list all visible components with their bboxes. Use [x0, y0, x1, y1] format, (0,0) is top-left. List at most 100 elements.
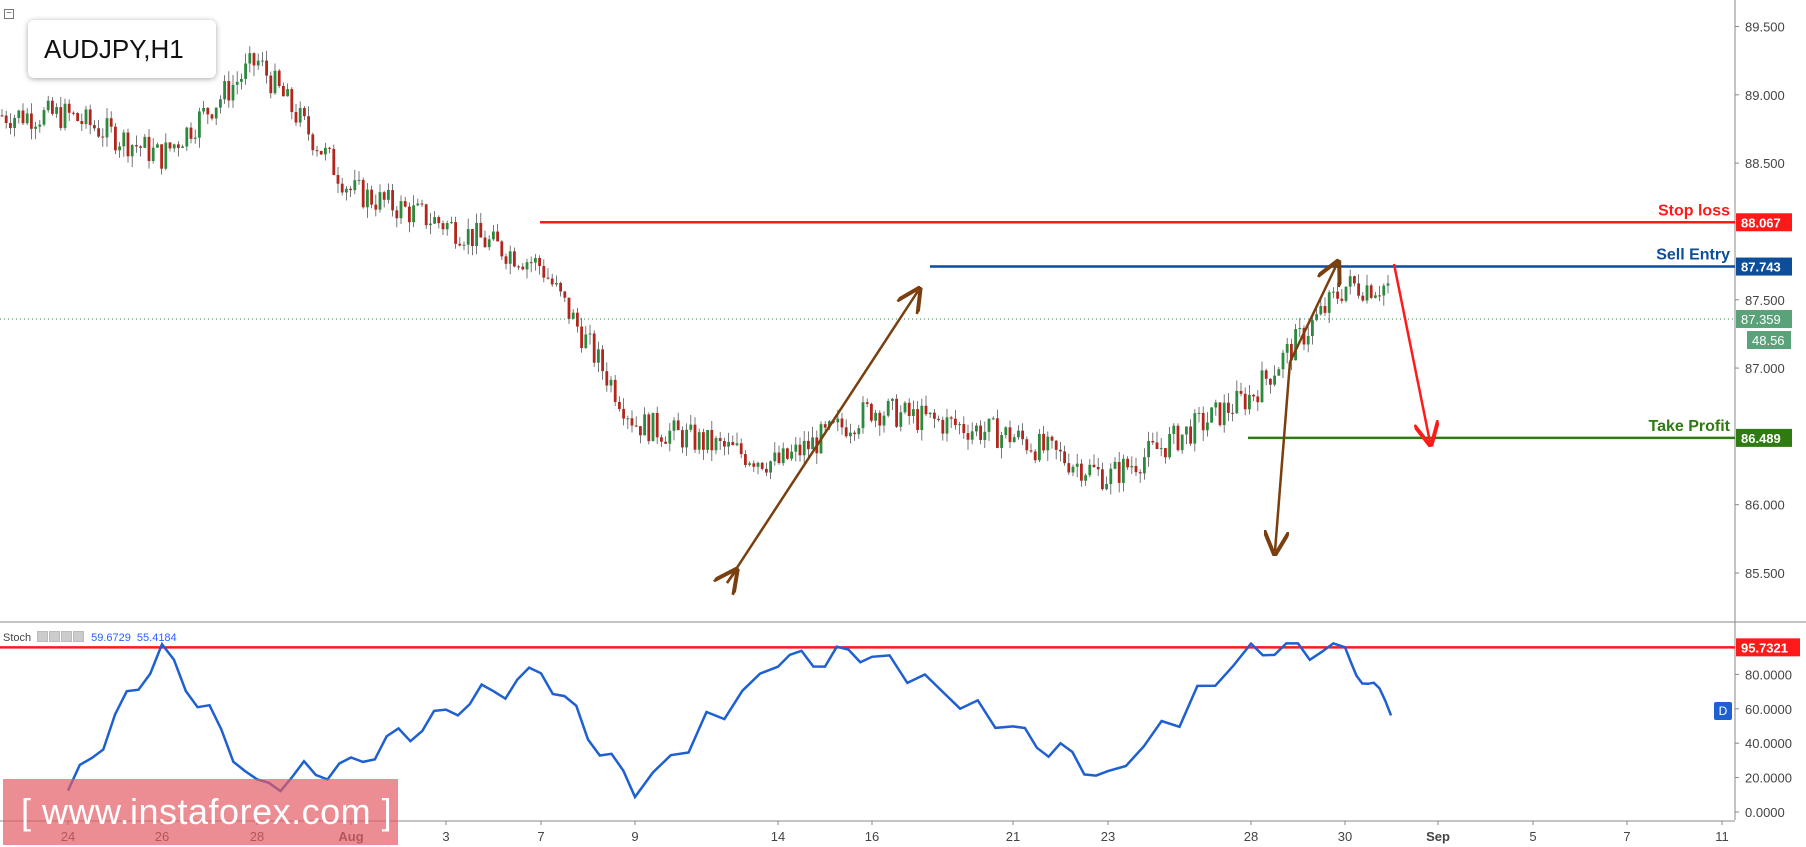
- candle-body: [1017, 430, 1020, 438]
- candle-body: [84, 109, 88, 124]
- candle-body: [349, 188, 352, 191]
- candle-body: [399, 201, 403, 219]
- candle-body: [420, 203, 424, 205]
- candle-body: [739, 443, 743, 455]
- candle-body: [765, 468, 768, 473]
- current-price-text: 87.359: [1741, 312, 1781, 327]
- candle-body: [622, 408, 625, 419]
- candle-body: [811, 437, 814, 450]
- candle-body: [1126, 458, 1129, 468]
- candle-body: [639, 426, 642, 436]
- candle-body: [1004, 427, 1008, 436]
- candle-body: [1197, 412, 1201, 414]
- candle-body: [907, 402, 911, 416]
- candle-body: [773, 452, 777, 462]
- candle-body: [412, 205, 415, 223]
- candle-body: [51, 100, 54, 114]
- candle-body: [1344, 286, 1348, 301]
- candle-body: [366, 189, 369, 208]
- candle-body: [697, 432, 701, 450]
- candle-body: [1201, 412, 1205, 431]
- candle-body: [319, 150, 323, 155]
- candle-body: [1084, 475, 1087, 481]
- candle-body: [807, 440, 810, 450]
- d-badge[interactable]: D: [1714, 702, 1732, 720]
- candle-body: [118, 146, 121, 151]
- candle-body: [126, 132, 130, 157]
- candle-body: [672, 420, 676, 431]
- candle-body: [395, 210, 399, 219]
- candle-body: [210, 114, 214, 119]
- x-tick-label: 11: [1715, 829, 1729, 844]
- candle-body: [269, 75, 273, 94]
- collapse-icon[interactable]: −: [4, 9, 14, 19]
- candle-body: [4, 115, 8, 123]
- candle-body: [681, 430, 684, 448]
- candle-body: [223, 81, 226, 100]
- candle-body: [1025, 439, 1029, 451]
- candle-body: [529, 262, 533, 264]
- candle-body: [685, 429, 688, 448]
- candle-body: [1193, 413, 1197, 444]
- candle-body: [1063, 451, 1066, 464]
- stoch-y-tick-label: 0.0000: [1745, 805, 1785, 820]
- candle-body: [790, 451, 793, 459]
- candle-body: [315, 150, 319, 152]
- candle-body: [1348, 276, 1352, 287]
- candle-body: [240, 78, 243, 82]
- symbol-text: AUDJPY,H1: [44, 33, 184, 64]
- candle-body: [706, 430, 709, 450]
- candle-body: [357, 179, 361, 181]
- candle-body: [1038, 433, 1041, 461]
- candle-body: [525, 262, 529, 270]
- candle-body: [130, 145, 134, 157]
- candle-body: [1336, 291, 1339, 299]
- stoch-y-tick-label: 20.0000: [1745, 771, 1792, 786]
- candle-body: [1168, 433, 1171, 458]
- candle-body: [277, 70, 281, 86]
- candle-body: [1101, 469, 1104, 490]
- candle-body: [937, 418, 940, 420]
- candle-body: [1000, 435, 1003, 448]
- level-label: Take Profit: [1649, 418, 1731, 435]
- candle-body: [1176, 425, 1180, 451]
- candle-body: [1243, 393, 1247, 410]
- candle-body: [181, 146, 184, 148]
- stoch-level-text: 95.7321: [1741, 640, 1788, 655]
- candle-body: [1323, 306, 1327, 313]
- candle-body: [416, 203, 420, 206]
- candle-body: [857, 428, 861, 435]
- x-tick-label: 7: [1623, 829, 1630, 844]
- candle-body: [441, 223, 445, 230]
- candle-body: [613, 379, 617, 402]
- candle-body: [798, 444, 802, 456]
- candle-body: [1088, 464, 1092, 476]
- candle-body: [1319, 306, 1323, 315]
- candle-body: [538, 258, 541, 267]
- candle-body: [290, 89, 294, 113]
- candle-body: [72, 112, 75, 114]
- level-price-tag: [1736, 257, 1792, 276]
- candle-body: [235, 81, 239, 85]
- candle-body: [164, 142, 168, 169]
- candle-body: [1332, 291, 1335, 293]
- candle-body: [328, 147, 331, 149]
- candle-body: [1269, 378, 1272, 385]
- candle-body: [794, 444, 798, 452]
- candle-body: [1172, 425, 1176, 434]
- candle-body: [1029, 450, 1033, 452]
- stoch-settings-icon[interactable]: [37, 631, 85, 645]
- candle-body: [139, 146, 142, 148]
- candle-body: [189, 127, 193, 139]
- candle-body: [1214, 402, 1218, 408]
- candle-body: [231, 84, 235, 101]
- candle-body: [1386, 283, 1390, 286]
- candle-body: [1382, 285, 1386, 296]
- countdown-tag: [1747, 331, 1791, 350]
- candle-body: [534, 258, 537, 263]
- candle-body: [975, 425, 978, 432]
- candle-body: [920, 405, 924, 430]
- candle-body: [571, 312, 575, 319]
- countdown-text: 48.56: [1752, 333, 1785, 348]
